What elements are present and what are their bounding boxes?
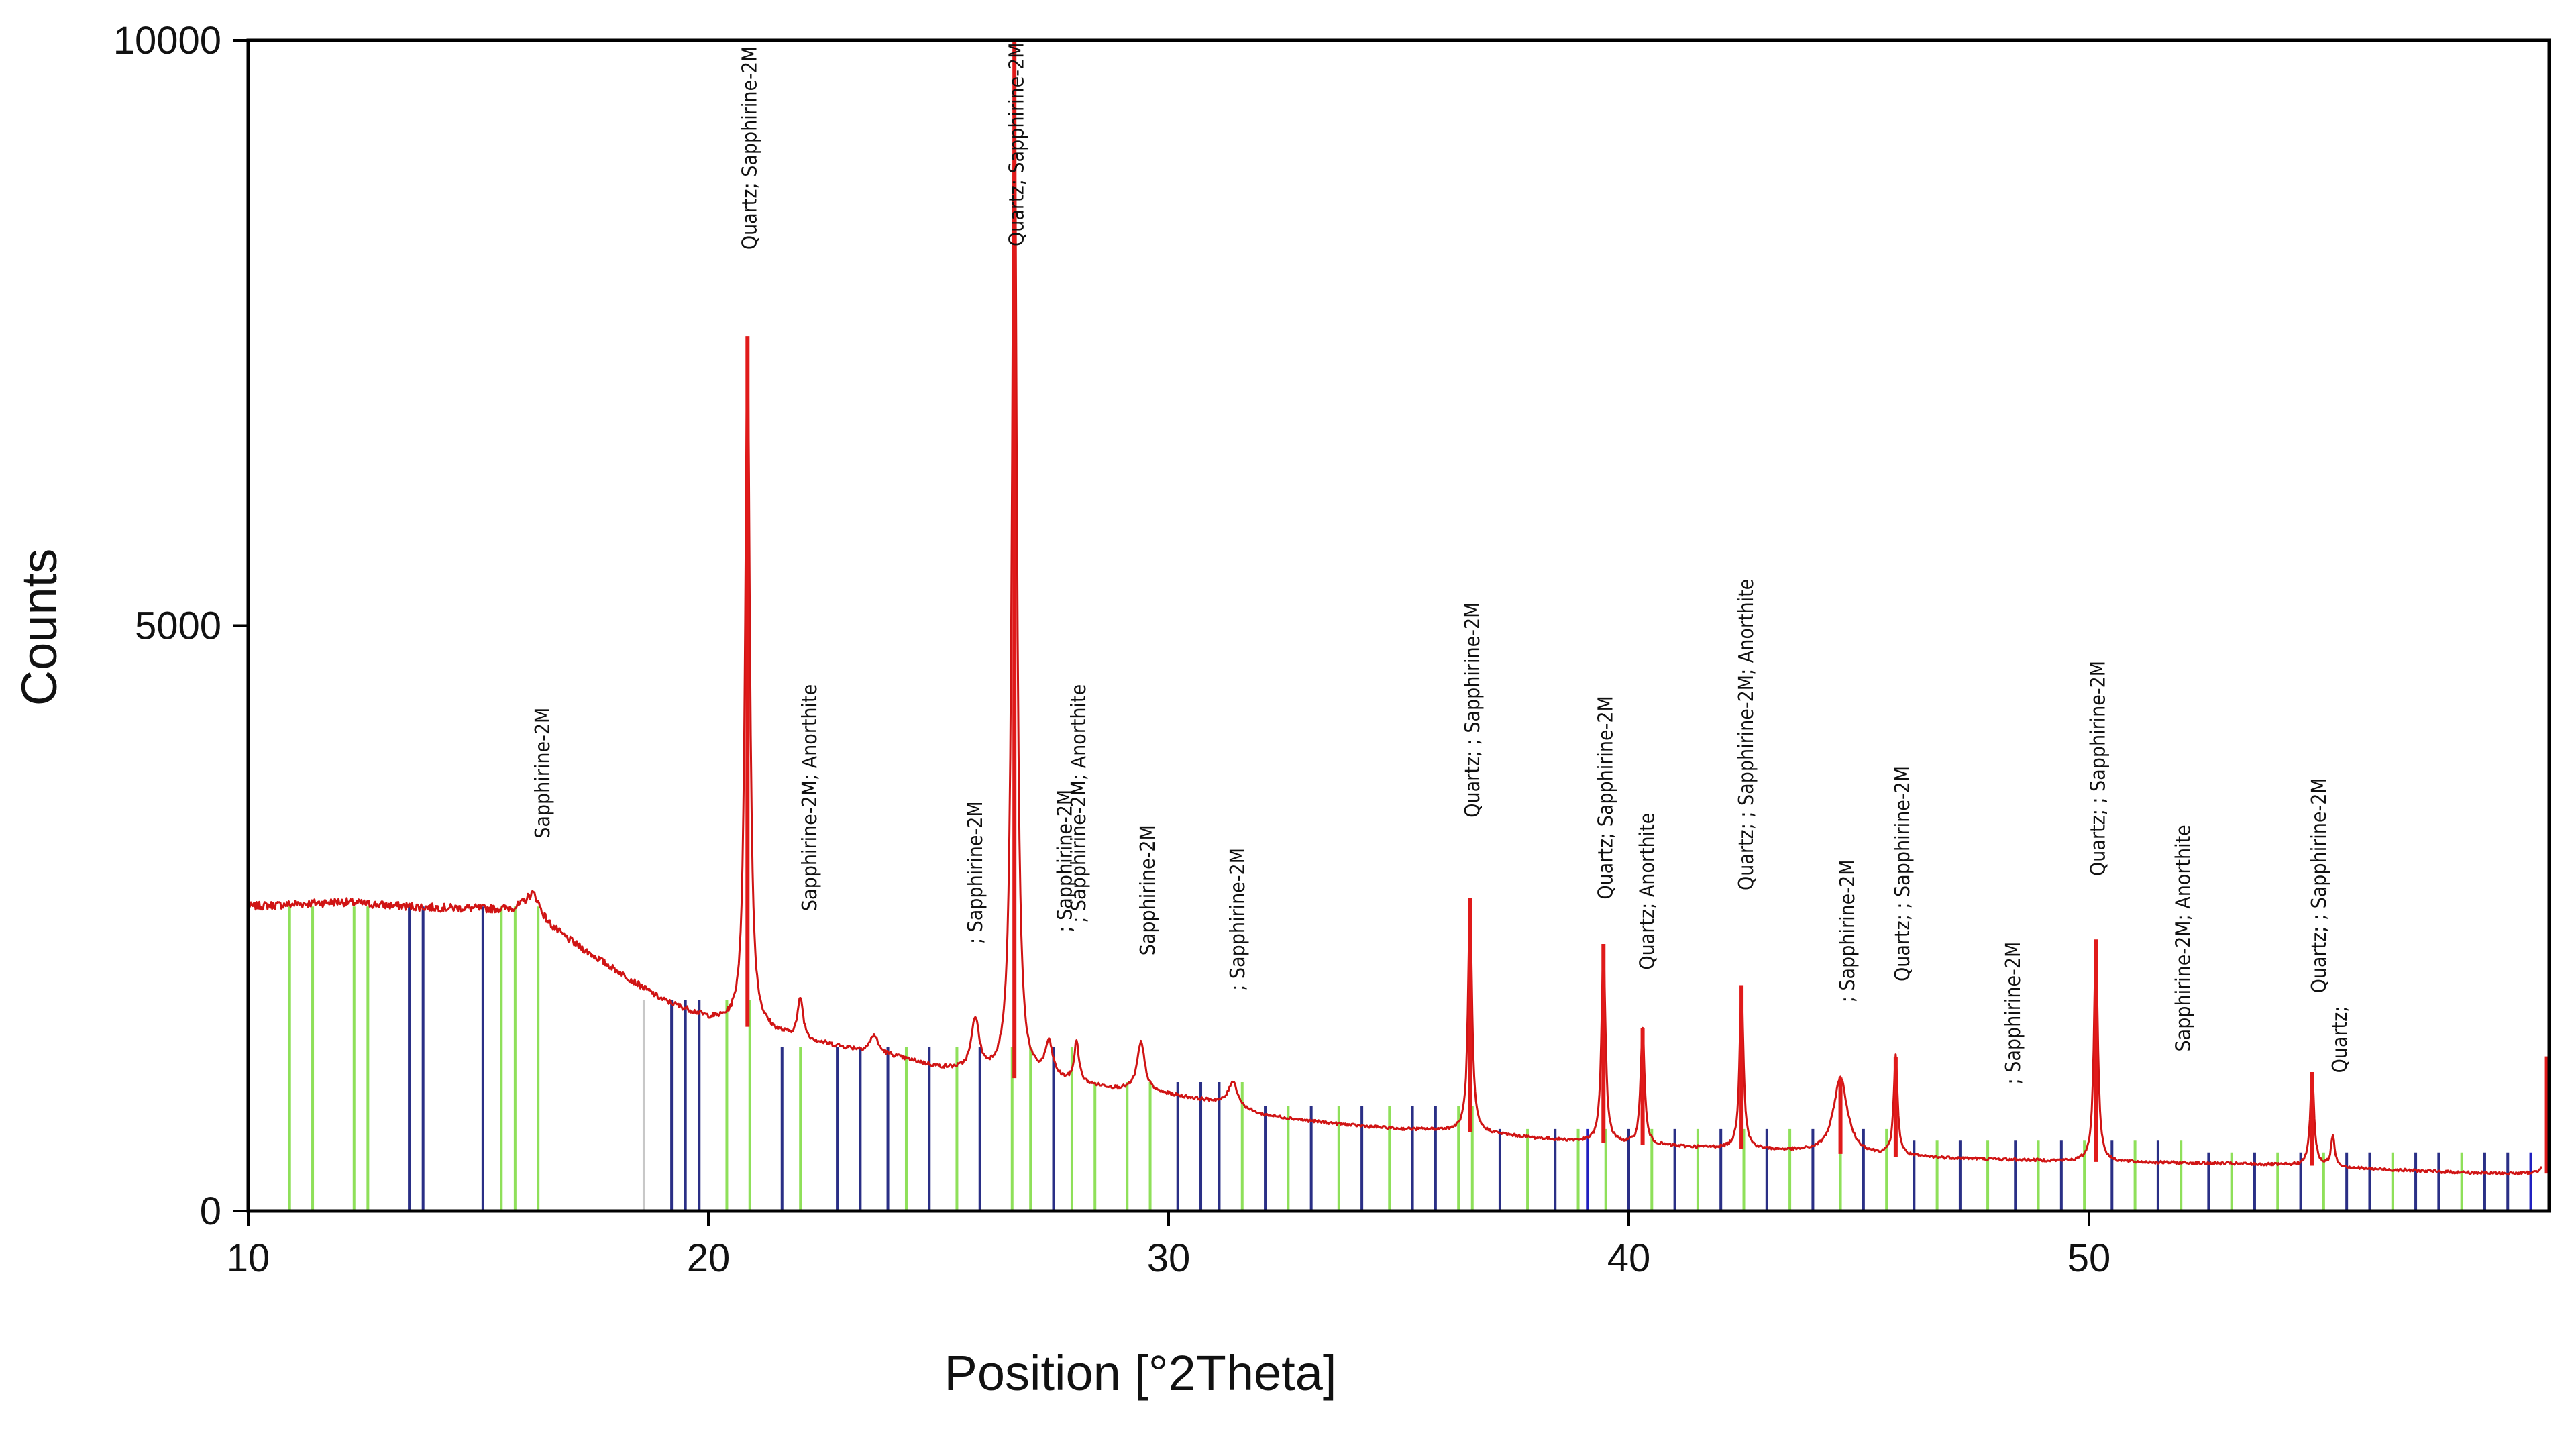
- peak-label: ; Sapphirine-2M: [2002, 942, 2025, 1085]
- peak-label: ; Sapphirine-2M; Anorthite: [1067, 684, 1091, 923]
- reference-lines: [288, 906, 2532, 1211]
- x-tick-label: 10: [227, 1236, 270, 1280]
- x-tick-label: 20: [687, 1236, 731, 1280]
- peak-label: Sapphirine-2M: [531, 708, 555, 839]
- y-tick-label: 5000: [135, 604, 221, 648]
- peak-label: Quartz; Sapphirine-2M: [739, 46, 762, 250]
- y-tick-label: 10000: [113, 19, 221, 62]
- peak-annotations: Sapphirine-2M Quartz; Sapphirine-2M Sapphi…: [531, 43, 2352, 1085]
- peak-label: Quartz; Sapphirine-2M: [1595, 696, 1618, 899]
- peak-label: ; Sapphirine-2M: [964, 801, 987, 944]
- peak-label: Quartz; ; Sapphirine-2M: [2087, 661, 2110, 876]
- peak-label: Quartz; ; Sapphirine-2M: [2308, 778, 2331, 993]
- x-tick-label: 40: [1607, 1236, 1651, 1280]
- peak-label: Sapphirine-2M; Anorthite: [798, 684, 822, 911]
- peak-label: Sapphirine-2M: [1136, 825, 1160, 955]
- peak-label: Quartz; ; Sapphirine-2M: [1461, 602, 1485, 818]
- peak-label: ; Sapphirine-2M: [1836, 860, 1860, 1003]
- x-tick-label: 50: [2068, 1236, 2111, 1280]
- tick-labels: 10 20 30 40 50 0 5000 10000: [113, 19, 2111, 1280]
- peak-label: Quartz; ; Sapphirine-2M; Anorthite: [1735, 579, 1758, 890]
- y-axis-title: Counts: [11, 549, 67, 706]
- x-axis-title: Position [°2Theta]: [945, 1345, 1337, 1401]
- peak-label: Quartz; Anorthite: [1635, 813, 1659, 970]
- peak-label: Quartz; ; Sapphirine-2M: [1891, 766, 1915, 981]
- peak-label: ; Sapphirine-2M: [1226, 848, 1250, 991]
- diffraction-trace: [247, 40, 2549, 1176]
- peak-label: Quartz;: [2328, 1006, 2352, 1073]
- peak-label: Sapphirine-2M; Anorthite: [2172, 825, 2196, 1051]
- peak-label: ; Sapphirine-2M: [1054, 790, 1077, 933]
- trace-line: [247, 61, 2543, 1176]
- x-tick-label: 30: [1147, 1236, 1191, 1280]
- y-tick-label: 0: [200, 1189, 221, 1233]
- peak-label: Quartz; Sapphirine-2M: [1006, 43, 1029, 246]
